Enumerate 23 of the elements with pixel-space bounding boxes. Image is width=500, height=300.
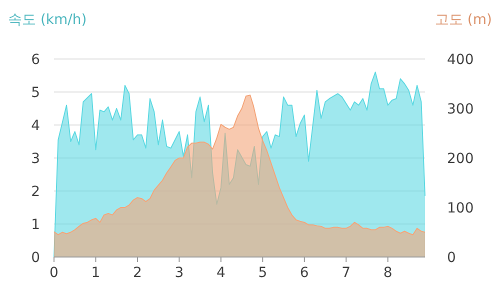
- x-tick-label: 0: [50, 265, 58, 281]
- x-tick-label: 2: [133, 265, 142, 281]
- y-tick-label: 2: [31, 184, 40, 200]
- x-tick-label: 3: [174, 265, 184, 281]
- x-tick-label: 6: [300, 265, 309, 281]
- y-tick-label: 1: [31, 217, 40, 233]
- y-tick-label: 3: [31, 151, 40, 167]
- y-tick-label: 5: [31, 85, 40, 101]
- x-tick-label: 8: [383, 265, 392, 281]
- x-tick-label: 4: [216, 265, 226, 281]
- y2-tick-label: 400: [447, 52, 474, 68]
- y2-axis-title: 고도 (m): [434, 12, 492, 28]
- y2-tick-label: 300: [447, 102, 474, 118]
- y-tick-label: 6: [31, 52, 40, 68]
- y-tick-label: 4: [31, 118, 40, 134]
- y-axis-title: 속도 (km/h): [8, 12, 87, 28]
- y-tick-label: 0: [31, 250, 40, 266]
- x-tick-label: 1: [91, 265, 100, 281]
- x-tick-label: 7: [342, 265, 351, 281]
- y2-tick-label: 200: [447, 151, 474, 167]
- y2-tick-label: 0: [447, 250, 456, 266]
- y2-tick-label: 100: [447, 200, 474, 216]
- x-tick-label: 5: [258, 265, 268, 281]
